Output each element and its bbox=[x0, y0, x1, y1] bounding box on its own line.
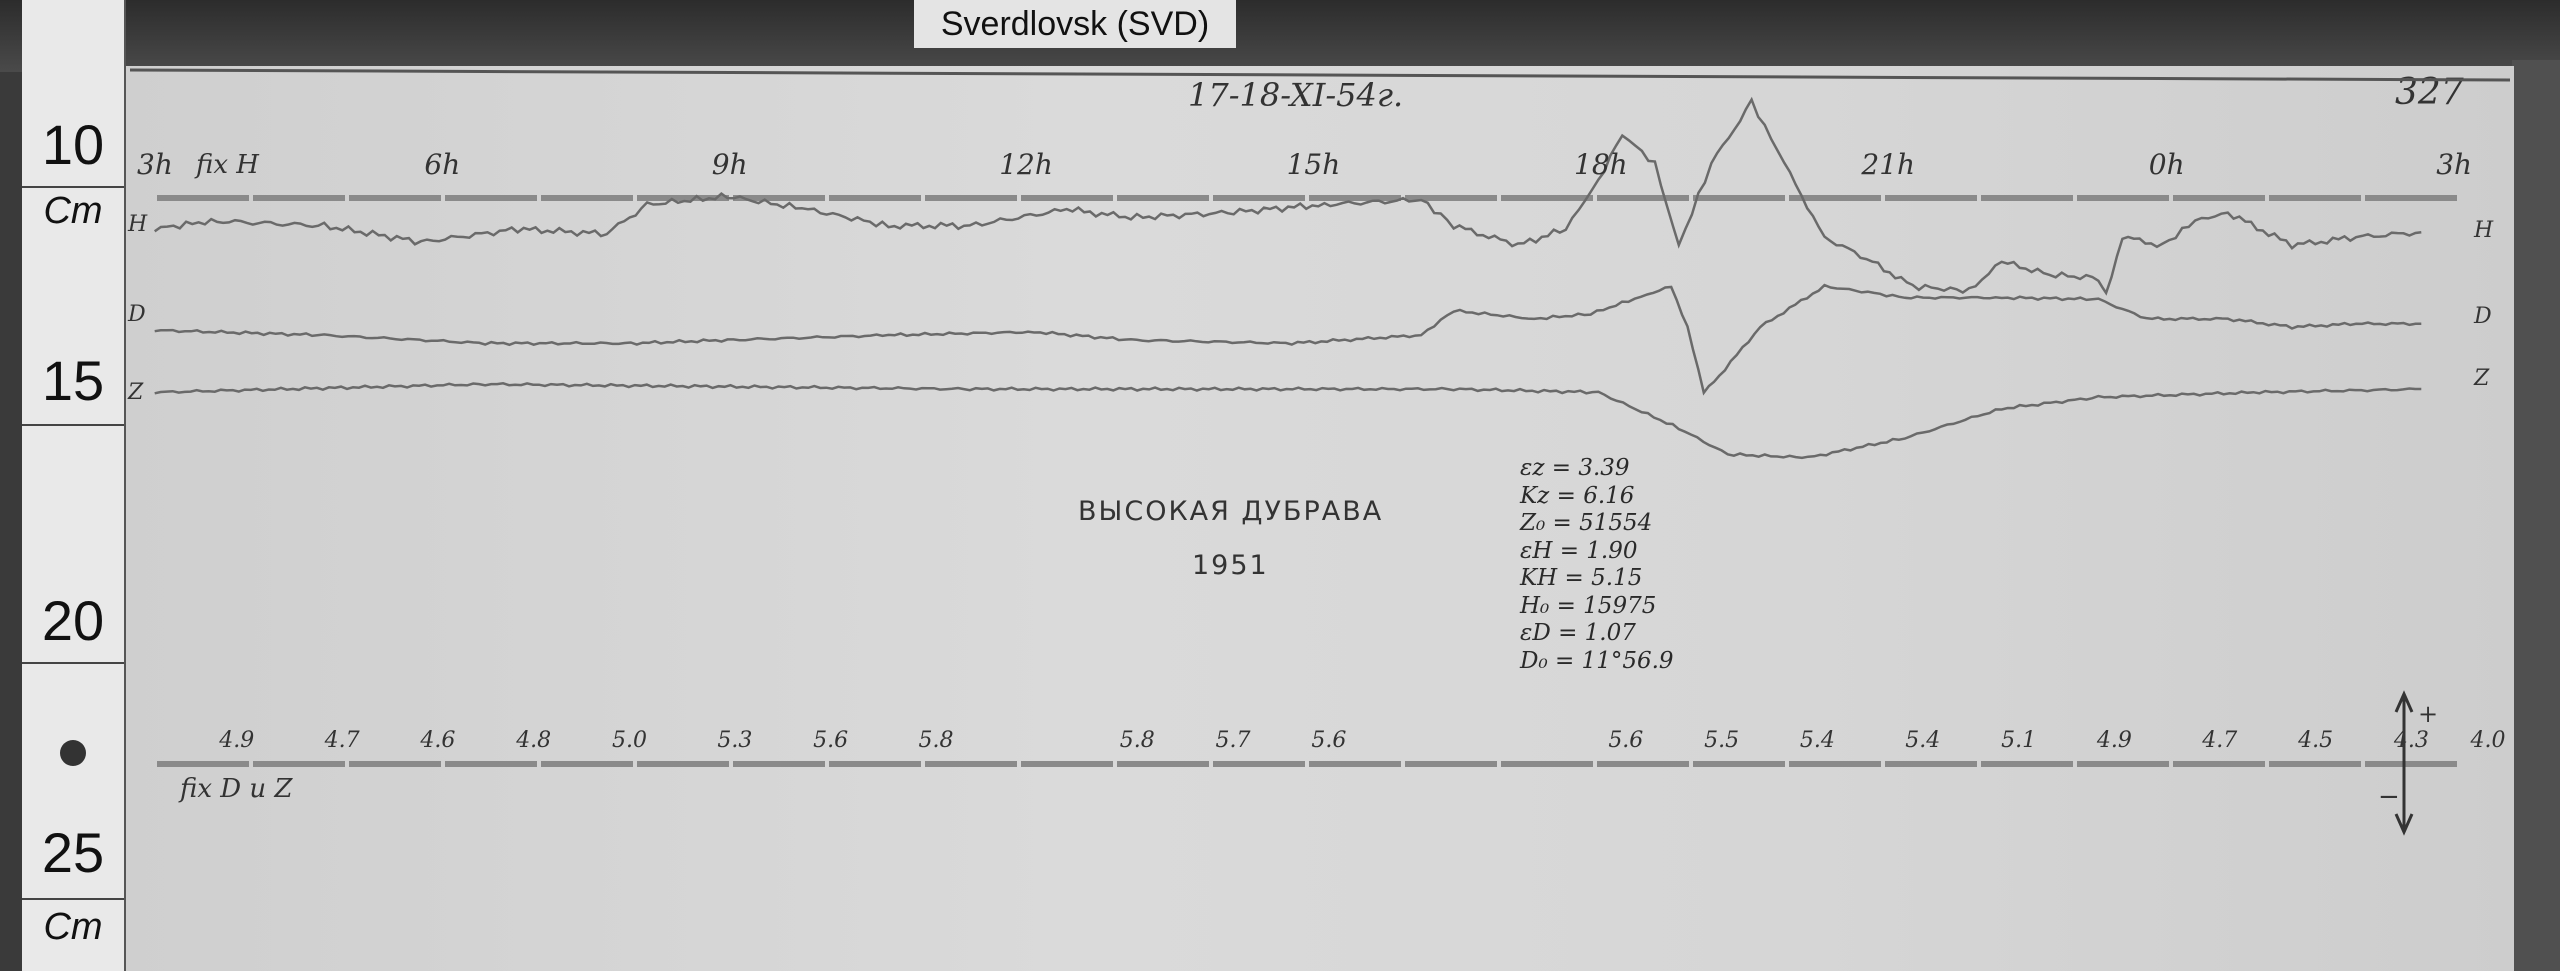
baseline-mark-label: 4.9 bbox=[2096, 728, 2132, 753]
hour-tick-label: 15h bbox=[1286, 148, 1341, 181]
station-title: ВЫСОКАЯ ДУБРАВА bbox=[1078, 496, 1384, 527]
arrow-plus-label: + bbox=[2418, 700, 2439, 728]
arrow-up-head-icon bbox=[2394, 690, 2414, 713]
hour-tick-label: 3h bbox=[2436, 148, 2473, 181]
ruler-label-25: 25 bbox=[41, 821, 105, 884]
trace-label-d-left: D bbox=[128, 302, 146, 327]
trace-z bbox=[154, 382, 2422, 460]
baseline-mark-label: 5.0 bbox=[612, 728, 647, 753]
ruler-label-10: 10 bbox=[41, 113, 105, 176]
baseline-mark-label: 4.6 bbox=[420, 728, 456, 753]
ruler-label-20: 20 bbox=[41, 589, 105, 652]
baseline-mark-label: 5.4 bbox=[1905, 728, 1941, 753]
constant: εD = 1.07 bbox=[1520, 620, 1636, 646]
baseline-mark-label: 5.5 bbox=[1704, 728, 1740, 753]
constant: H₀ = 15975 bbox=[1520, 592, 1657, 619]
magnetogram-paper bbox=[122, 66, 2514, 971]
constant: εz = 3.39 bbox=[1520, 455, 1630, 481]
constant: D₀ = 11°56.9 bbox=[1520, 647, 1674, 674]
constant: Kz = 6.16 bbox=[1520, 482, 1635, 509]
hour-tick-label: 6h bbox=[424, 148, 461, 181]
baseline-mark-label: 5.4 bbox=[1799, 728, 1835, 753]
trace-label-z-right: Z bbox=[2474, 366, 2490, 391]
trace-d bbox=[154, 283, 2422, 396]
baseline-mark-label: 4.7 bbox=[324, 728, 360, 753]
baseline-mark-label: 5.1 bbox=[2001, 728, 2037, 753]
ruler-tick bbox=[22, 424, 124, 426]
trace-label-z-left: Z bbox=[128, 380, 144, 405]
paper-top-edge bbox=[129, 68, 2511, 82]
station-year: 1951 bbox=[1192, 550, 1269, 581]
arrow-down-head-icon bbox=[2394, 813, 2414, 836]
constant: εH = 1.90 bbox=[1520, 537, 1638, 564]
baseline-mark-label: 4.5 bbox=[2298, 728, 2334, 753]
station-label: Sverdlovsk (SVD) bbox=[914, 0, 1236, 48]
constants-block: εz = 3.39 Kz = 6.16 Z₀ = 51554 εH = 1.90… bbox=[1520, 455, 1674, 675]
hour-tick-label: 18h bbox=[1574, 148, 1628, 181]
baseline-mark-label: 5.6 bbox=[1311, 728, 1347, 753]
arrow-minus-label: − bbox=[2378, 782, 2400, 812]
ruler-label-15: 15 bbox=[41, 349, 105, 412]
hour-tick-label: 3h bbox=[137, 148, 173, 181]
baseline-mark-label: 5.3 bbox=[717, 728, 753, 753]
ruler-label-cm: Cm bbox=[43, 190, 103, 232]
ruler: 10 Cm 15 20 25 Cm bbox=[22, 0, 126, 971]
baseline-mark-label: 4.8 bbox=[516, 728, 552, 753]
ruler-label-cm-bottom: Cm bbox=[43, 906, 103, 948]
hour-tick-label: 0h bbox=[2148, 148, 2185, 181]
hour-tick-label: 21h bbox=[1861, 148, 1916, 181]
constant: KH = 5.15 bbox=[1520, 565, 1643, 591]
ruler-tick bbox=[22, 898, 124, 900]
trace-label-d-right: D bbox=[2474, 304, 2492, 329]
hour-tick-label: 9h bbox=[711, 148, 748, 181]
ruler-tick bbox=[22, 186, 124, 188]
baseline-mark-label: 4.0 bbox=[2470, 728, 2506, 753]
trace-label-h-right: H bbox=[2474, 218, 2494, 243]
constant: Z₀ = 51554 bbox=[1520, 510, 1653, 536]
baseline-mark-label: 5.7 bbox=[1215, 728, 1251, 753]
baseline-mark-label: 4.9 bbox=[219, 728, 255, 753]
hour-tick-label: 12h bbox=[999, 148, 1053, 181]
baseline-mark-label: 5.8 bbox=[918, 728, 954, 753]
wooden-frame bbox=[0, 0, 2560, 72]
frame-edge bbox=[2512, 60, 2560, 971]
baseline-mark-label: 5.6 bbox=[1608, 728, 1644, 753]
trace-h bbox=[153, 96, 2422, 296]
record-date: 17-18-XI-54г. bbox=[1188, 76, 1404, 114]
fix-dz-label: fix D u Z bbox=[180, 774, 293, 804]
baseline-mark-label: 4.3 bbox=[2393, 728, 2429, 753]
baseline-mark-label: 4.7 bbox=[2202, 728, 2238, 753]
trace-label-h-left: H bbox=[128, 212, 148, 237]
ruler-tick bbox=[22, 662, 124, 664]
fix-h-label: fix H bbox=[196, 150, 259, 180]
pin-hole bbox=[60, 740, 86, 766]
baseline-mark-label: 5.8 bbox=[1119, 728, 1155, 753]
baseline-mark-label: 5.6 bbox=[813, 728, 849, 753]
